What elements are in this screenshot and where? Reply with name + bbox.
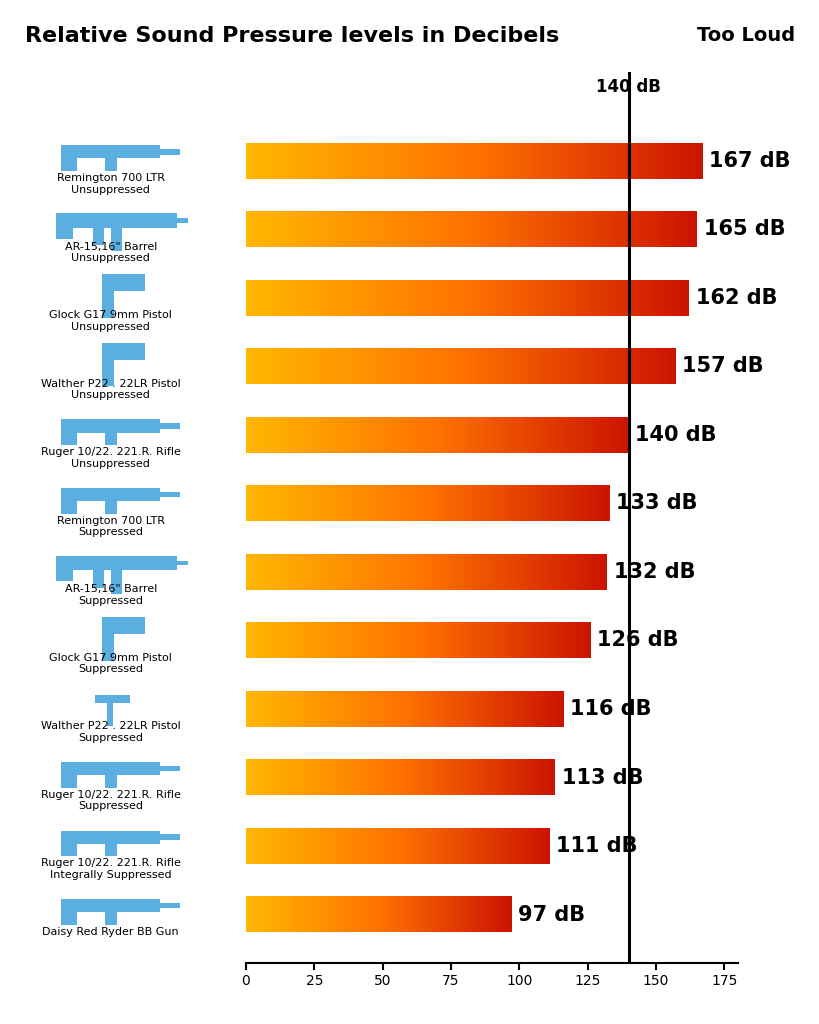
Bar bbox=[105, 156, 116, 171]
Bar bbox=[102, 274, 145, 292]
Bar bbox=[102, 632, 114, 660]
Text: Walther P22 . 22LR Pistol
Suppressed: Walther P22 . 22LR Pistol Suppressed bbox=[41, 721, 180, 743]
Text: Ruger 10/22. 221.R. Rifle
Suppressed: Ruger 10/22. 221.R. Rifle Suppressed bbox=[41, 790, 180, 811]
Text: 126 dB: 126 dB bbox=[596, 631, 678, 650]
Bar bbox=[61, 430, 77, 445]
Bar bbox=[61, 772, 77, 787]
Bar bbox=[111, 225, 121, 251]
Text: Remington 700 LTR
Suppressed: Remington 700 LTR Suppressed bbox=[57, 516, 165, 538]
Text: Relative Sound Pressure levels in Decibels: Relative Sound Pressure levels in Decibe… bbox=[25, 26, 559, 46]
Bar bbox=[140, 766, 179, 771]
Bar bbox=[102, 289, 114, 317]
Bar bbox=[61, 899, 160, 912]
Bar bbox=[140, 835, 179, 840]
Text: Too Loud: Too Loud bbox=[696, 26, 794, 45]
Bar bbox=[61, 909, 77, 925]
Bar bbox=[56, 568, 73, 582]
Bar bbox=[95, 694, 130, 703]
Bar bbox=[61, 420, 160, 432]
Text: AR-15,16" Barrel
Suppressed: AR-15,16" Barrel Suppressed bbox=[65, 585, 156, 606]
Bar bbox=[102, 357, 114, 386]
Bar bbox=[61, 841, 77, 856]
Bar bbox=[140, 492, 179, 498]
Bar bbox=[140, 150, 179, 155]
Bar bbox=[140, 423, 179, 429]
Text: Remington 700 LTR
Unsuppressed: Remington 700 LTR Unsuppressed bbox=[57, 173, 165, 195]
Bar bbox=[106, 702, 113, 726]
Bar bbox=[61, 762, 160, 775]
Bar bbox=[56, 225, 73, 239]
Bar bbox=[93, 225, 104, 245]
Text: 97 dB: 97 dB bbox=[518, 904, 585, 925]
Text: Walther P22 . 22LR Pistol
Unsuppressed: Walther P22 . 22LR Pistol Unsuppressed bbox=[41, 379, 180, 400]
Text: 132 dB: 132 dB bbox=[613, 562, 695, 582]
Text: Daisy Red Ryder BB Gun: Daisy Red Ryder BB Gun bbox=[43, 927, 179, 937]
Bar bbox=[61, 499, 77, 514]
Bar bbox=[61, 145, 160, 159]
Bar bbox=[155, 560, 188, 565]
Bar bbox=[56, 213, 177, 227]
Text: 157 dB: 157 dB bbox=[681, 356, 762, 377]
Text: Ruger 10/22. 221.R. Rifle
Integrally Suppressed: Ruger 10/22. 221.R. Rifle Integrally Sup… bbox=[41, 858, 180, 880]
Bar bbox=[105, 909, 116, 925]
Text: 116 dB: 116 dB bbox=[569, 699, 650, 719]
Text: 167 dB: 167 dB bbox=[708, 151, 790, 171]
Text: 165 dB: 165 dB bbox=[703, 219, 785, 240]
Bar bbox=[102, 343, 145, 359]
Bar bbox=[61, 487, 160, 501]
Text: AR-15,16" Barrel
Unsuppressed: AR-15,16" Barrel Unsuppressed bbox=[65, 242, 156, 263]
Text: 133 dB: 133 dB bbox=[616, 494, 697, 513]
Bar bbox=[105, 841, 116, 856]
Bar bbox=[140, 903, 179, 908]
Bar bbox=[56, 556, 177, 570]
Text: 113 dB: 113 dB bbox=[561, 768, 642, 787]
Bar bbox=[61, 156, 77, 171]
Text: Glock G17 9mm Pistol
Suppressed: Glock G17 9mm Pistol Suppressed bbox=[49, 653, 172, 675]
Bar bbox=[93, 568, 104, 588]
Text: 140 dB: 140 dB bbox=[595, 78, 660, 95]
Bar bbox=[105, 499, 116, 514]
Text: 140 dB: 140 dB bbox=[635, 425, 716, 444]
Text: 111 dB: 111 dB bbox=[555, 836, 637, 856]
Text: 162 dB: 162 dB bbox=[695, 288, 776, 308]
Bar bbox=[105, 430, 116, 445]
Bar bbox=[111, 568, 121, 594]
Text: Glock G17 9mm Pistol
Unsuppressed: Glock G17 9mm Pistol Unsuppressed bbox=[49, 310, 172, 332]
Bar bbox=[61, 830, 160, 844]
Bar bbox=[102, 617, 145, 634]
Bar bbox=[105, 772, 116, 787]
Text: Ruger 10/22. 221.R. Rifle
Unsuppressed: Ruger 10/22. 221.R. Rifle Unsuppressed bbox=[41, 447, 180, 469]
Bar bbox=[155, 218, 188, 223]
